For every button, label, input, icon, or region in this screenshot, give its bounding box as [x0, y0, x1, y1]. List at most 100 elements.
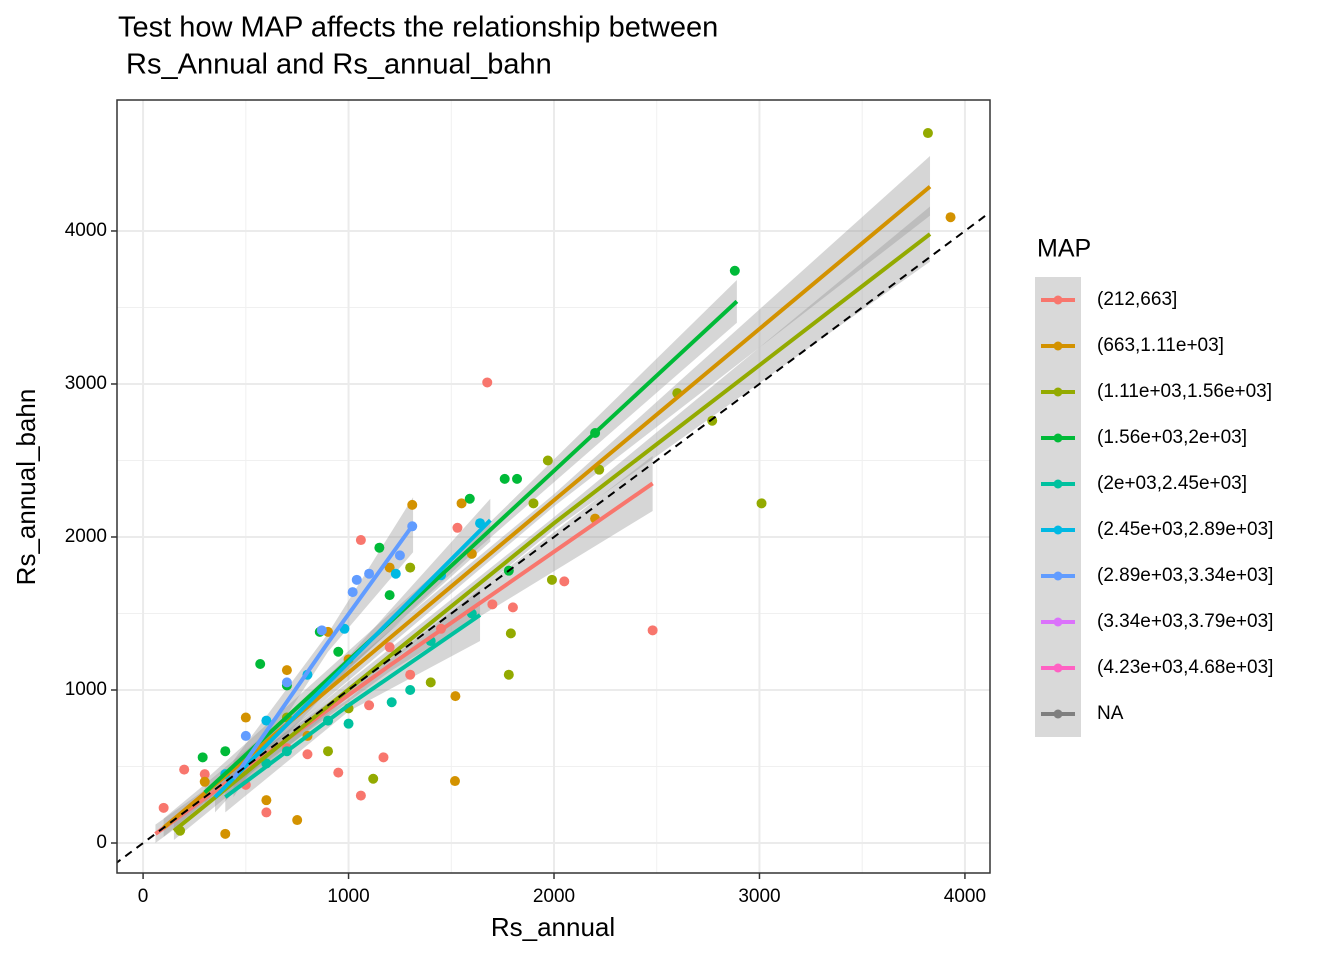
- data-point: [756, 498, 767, 509]
- data-point: [374, 542, 385, 553]
- legend-key-point: [1053, 479, 1063, 489]
- data-point: [528, 498, 539, 509]
- legend-label: (1.11e+03,1.56e+03]: [1097, 381, 1272, 402]
- x-tick-label: 1000: [327, 886, 369, 907]
- data-point: [512, 473, 523, 484]
- data-point: [378, 752, 389, 763]
- data-point: [261, 807, 272, 818]
- legend-title: MAP: [1037, 235, 1091, 263]
- chart-title: Test how MAP affects the relationship be…: [118, 12, 718, 44]
- data-point: [323, 746, 334, 757]
- legend-label: (2.89e+03,3.34e+03]: [1097, 565, 1273, 586]
- plot-layer: [117, 128, 990, 864]
- data-point: [503, 669, 514, 680]
- data-point: [343, 718, 354, 729]
- data-point: [922, 128, 933, 139]
- data-point: [390, 568, 401, 579]
- data-point: [333, 767, 344, 778]
- data-point: [384, 590, 395, 601]
- y-tick-label: 0: [96, 832, 107, 853]
- identity-line: [117, 211, 990, 864]
- data-point: [220, 746, 231, 757]
- data-point: [384, 562, 395, 573]
- data-point: [316, 625, 327, 636]
- legend-label: (1.56e+03,2e+03]: [1097, 427, 1247, 448]
- fit-line: [213, 518, 492, 799]
- x-tick-label: 4000: [944, 886, 986, 907]
- data-point: [729, 265, 740, 276]
- data-point: [394, 550, 405, 561]
- x-tick-label: 2000: [533, 886, 575, 907]
- y-axis-label: Rs_annual_bahn: [11, 389, 41, 586]
- fit-line: [231, 523, 415, 780]
- data-point: [945, 212, 956, 223]
- x-axis-label: Rs_annual: [491, 912, 615, 942]
- legend-key-point: [1053, 387, 1063, 397]
- legend-key-point: [1053, 433, 1063, 443]
- chart-title: Rs_Annual and Rs_annual_bahn: [118, 49, 552, 81]
- legend-key-point: [1053, 295, 1063, 305]
- data-point: [386, 697, 397, 708]
- data-point: [355, 790, 366, 801]
- data-point: [261, 795, 272, 806]
- y-tick-label: 4000: [65, 220, 107, 241]
- data-point: [542, 455, 553, 466]
- fit-line: [203, 299, 739, 794]
- data-point: [499, 473, 510, 484]
- data-point: [240, 730, 251, 741]
- data-point: [220, 828, 231, 839]
- legend-label: (212,663]: [1097, 289, 1177, 310]
- data-point: [425, 677, 436, 688]
- data-point: [255, 658, 266, 669]
- data-point: [364, 568, 375, 579]
- data-point: [449, 776, 460, 787]
- data-point: [405, 669, 416, 680]
- data-point: [292, 815, 303, 826]
- legend-key-point: [1053, 571, 1063, 581]
- data-point: [240, 712, 251, 723]
- data-point: [505, 628, 516, 639]
- data-point: [347, 587, 358, 598]
- fit-line: [172, 232, 932, 833]
- y-tick-label: 2000: [65, 526, 107, 547]
- data-point: [456, 498, 467, 509]
- data-point: [407, 499, 418, 510]
- data-point: [452, 522, 463, 533]
- data-point: [199, 769, 210, 780]
- data-point: [482, 377, 493, 388]
- data-point: [364, 700, 375, 711]
- legend-key-point: [1053, 341, 1063, 351]
- legend-key-point: [1053, 663, 1063, 673]
- data-point: [199, 776, 210, 787]
- legend-label: (2e+03,2.45e+03]: [1097, 473, 1247, 494]
- data-point: [405, 562, 416, 573]
- x-tick-label: 3000: [738, 886, 780, 907]
- data-point: [368, 773, 379, 784]
- legend-key-point: [1053, 525, 1063, 535]
- fit-line: [224, 613, 482, 799]
- data-point: [546, 574, 557, 585]
- data-point: [384, 642, 395, 653]
- data-point: [197, 752, 208, 763]
- data-point: [158, 802, 169, 813]
- legend-label: (4.23e+03,4.68e+03]: [1097, 657, 1273, 678]
- data-point: [351, 574, 362, 585]
- y-tick-label: 3000: [65, 373, 107, 394]
- y-tick-label: 1000: [65, 679, 107, 700]
- legend-label: (2.45e+03,2.89e+03]: [1097, 519, 1273, 540]
- data-point: [450, 691, 461, 702]
- x-tick-label: 0: [138, 886, 149, 907]
- data-point: [647, 625, 658, 636]
- data-point: [507, 602, 518, 613]
- legend-label: (3.34e+03,3.79e+03]: [1097, 611, 1273, 632]
- data-point: [261, 715, 272, 726]
- data-point: [302, 749, 313, 760]
- legend-key-point: [1053, 709, 1063, 719]
- data-point: [179, 764, 190, 775]
- data-point: [464, 493, 475, 504]
- data-point: [333, 646, 344, 657]
- data-point: [487, 599, 498, 610]
- data-point: [281, 665, 292, 676]
